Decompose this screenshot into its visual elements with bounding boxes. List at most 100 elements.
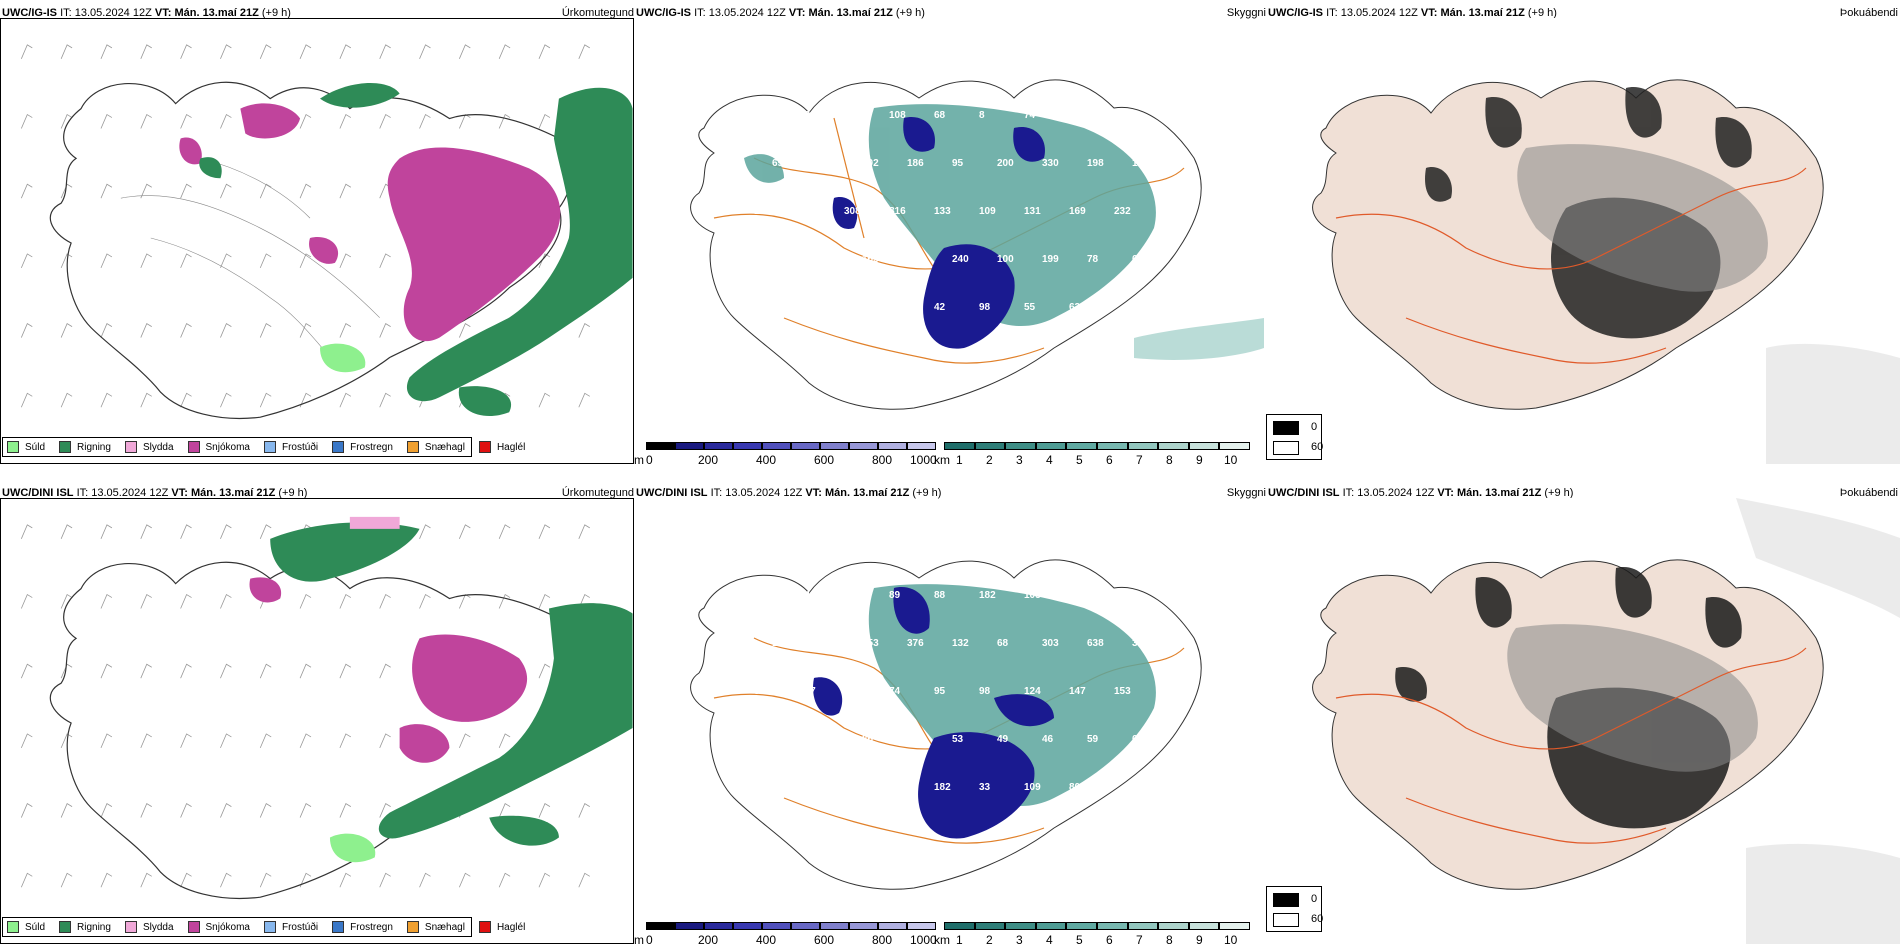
ceiling-value-label: 58 [907, 734, 919, 745]
fog-legend-label: 0 [1311, 421, 1318, 433]
colorbar-swatch [907, 442, 936, 450]
panel-header: UWC/DINI ISL IT: 13.05.2024 12Z VT: Mán.… [636, 486, 1266, 500]
visibility-tick: 6 [1106, 933, 1113, 947]
model-name: UWC/IG-IS [2, 7, 57, 19]
colorbar-swatch [849, 922, 878, 930]
lead-time: (+9 h) [912, 487, 942, 499]
colorbar-swatch [1188, 442, 1220, 450]
legend-label: Haglél [496, 441, 526, 453]
ceiling-value-label: 78 [754, 302, 766, 313]
vt-label: VT: [805, 487, 822, 499]
visibility-area [744, 104, 1156, 327]
panel-title: Úrkomutegund [561, 7, 634, 19]
it-label: IT: [1342, 487, 1355, 499]
colorbar-swatch [675, 442, 704, 450]
ceiling-value-label: 98 [979, 302, 991, 313]
legend-item-frostudi: Frostúði [263, 441, 318, 453]
colorbar-swatch [1005, 442, 1036, 450]
ceiling-value-label: 174 [1132, 158, 1149, 169]
ceiling-value-label: 376 [907, 638, 924, 649]
fog-indicator-panel: UWC/IG-IS IT: 13.05.2024 12Z VT: Mán. 13… [1266, 0, 1900, 470]
colorbar-swatch [974, 922, 1006, 930]
ceiling-value-label: 638 [1087, 638, 1104, 649]
legend-item-snaehagl: Snæhagl [406, 921, 465, 933]
ceiling-value-label: 78 [844, 110, 856, 121]
vt-value: Mán. 13.maí 21Z [174, 7, 259, 19]
ceiling-value-label: 105 [1024, 590, 1041, 601]
it-label: IT: [694, 7, 706, 19]
visibility-tick: 2 [986, 453, 993, 467]
visibility-tick: 8 [1166, 453, 1173, 467]
ceiling-tick: 400 [756, 453, 777, 467]
ceiling-value-label: 227 [799, 686, 816, 697]
ceiling-value-label: 146 [772, 734, 789, 745]
low-ceiling-area [813, 587, 1054, 839]
colorbar-swatch [878, 922, 907, 930]
ceiling-value-label: 68 [997, 638, 1009, 649]
ceiling-tick: 800 [872, 933, 893, 947]
legend-label: Slydda [142, 921, 174, 933]
vt-value: Mán. 13.maí 21Z [190, 487, 276, 499]
legend-item-rigning: Rigning [59, 921, 111, 933]
lead-time: (+9 h) [1544, 487, 1574, 499]
legend-swatch [332, 441, 345, 453]
legend-item-sudl: Súld [7, 441, 45, 453]
ceiling-tick: 400 [756, 933, 777, 947]
fog-legend-swatch-black [1273, 421, 1299, 435]
colorbar-swatch [1066, 442, 1097, 450]
ceiling-tick: 800 [872, 453, 893, 467]
legend-swatch [7, 921, 19, 933]
legend-swatch [263, 921, 276, 933]
ceiling-tick: 0 [646, 453, 653, 467]
colorbar-swatch [820, 442, 849, 450]
ceiling-tick: 1000 [910, 933, 937, 947]
panel-header: UWC/IG-IS IT: 13.05.2024 12Z VT: Mán. 13… [1268, 6, 1898, 20]
legend-item-snjokoma: Snjókoma [187, 921, 250, 933]
legend-item-snjokoma: Snjókoma [187, 441, 250, 453]
vt-value: Mán. 13.maí 21Z [824, 487, 910, 499]
ceiling-value-label: 226 [817, 254, 834, 265]
colorbar-swatch [944, 922, 975, 930]
colorbar-swatch [762, 442, 791, 450]
legend-item-rigning: Rigning [59, 441, 111, 453]
legend-swatch [478, 921, 491, 933]
legend-label: Súld [25, 441, 46, 453]
vt-label: VT: [154, 7, 172, 19]
ceiling-value-label: 73 [844, 590, 856, 601]
visibility-tick: 5 [1076, 453, 1083, 467]
legend-swatch [7, 441, 19, 453]
ceiling-value-label: 69 [772, 158, 784, 169]
rain-area [270, 522, 633, 846]
ceiling-value-label: 199 [1042, 254, 1059, 265]
legend-label: Snjókoma [205, 441, 250, 453]
ceiling-value-label: 109 [817, 638, 834, 649]
ceiling-value-label: 308 [844, 206, 861, 217]
visibility-colorbar-swatches [944, 922, 1250, 930]
visibility-tick: 8 [1166, 933, 1173, 947]
ceiling-value-label: 240 [952, 254, 969, 265]
visibility-tick: 7 [1136, 453, 1143, 467]
ceiling-tick: 0 [646, 933, 653, 947]
ceiling-value-label: 112 [754, 206, 771, 217]
panel-title: Þokuábendi [1839, 487, 1898, 499]
ceiling-value-label: 59 [1087, 734, 1099, 745]
ceiling-tick: 600 [814, 453, 835, 467]
ceiling-unit: m [634, 933, 644, 947]
rain-area [199, 83, 633, 417]
panel-title: Úrkomutegund [561, 487, 634, 499]
ceiling-visibility-panel: UWC/IG-IS IT: 13.05.2024 12Z VT: Mán. 13… [634, 0, 1268, 470]
panel-title: Skyggni [1226, 487, 1266, 499]
model-name: UWC/DINI ISL [2, 487, 74, 499]
fog-legend: 0 60 [1266, 886, 1323, 932]
legend-swatch [478, 441, 491, 453]
visibility-tick: 10 [1224, 933, 1238, 947]
ceiling-value-label: 55 [1024, 302, 1036, 313]
fog-ocean [1736, 498, 1900, 944]
ceiling-value-label: 182 [934, 782, 951, 793]
colorbar-swatch [974, 442, 1006, 450]
legend-swatch [124, 921, 137, 933]
legend-label: Frostúði [281, 921, 319, 933]
ceiling-unit: m [634, 453, 644, 467]
colorbar-swatch [1188, 922, 1220, 930]
ceiling-value-label: 200 [997, 158, 1014, 169]
